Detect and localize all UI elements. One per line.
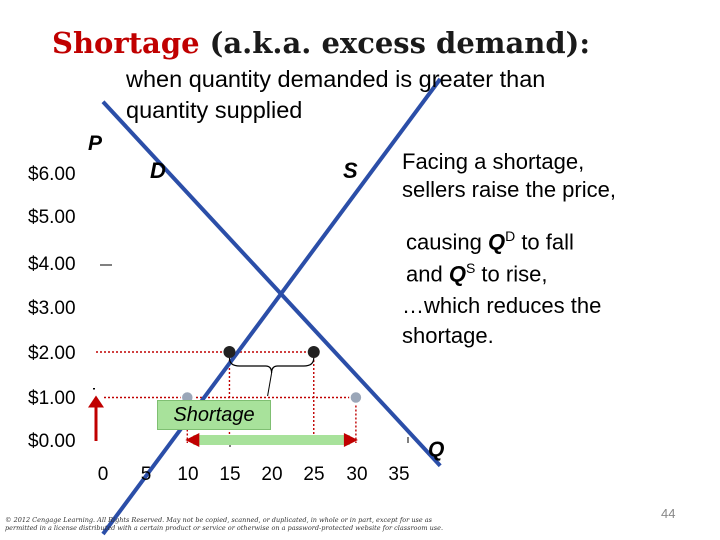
supply-curve [101,77,442,536]
note-price-rise-2: sellers raise the price, [402,177,616,202]
price-tick-label: $2.00 [28,343,76,364]
title-highlight: Shortage [52,26,200,60]
price-tick-label: $1.00 [28,388,76,409]
price-tick-label: $4.00 [28,254,76,275]
qty-tick-label: 35 [388,464,410,485]
shortage-arrow-left [185,433,200,447]
qty-tick-label: 5 [140,464,152,485]
page-title: Shortage (a.k.a. excess demand): [52,26,590,60]
note-quantity-change-1: causing QD to fall [406,228,574,255]
note-price-rise-1: Facing a shortage, [402,149,585,174]
shortage-brace [228,357,315,374]
demand-curve [101,100,442,468]
price-arrow-head [88,395,104,408]
price-tick-label: $3.00 [28,298,76,319]
curve-point [223,346,236,358]
price-tick-label: $6.00 [28,164,76,185]
y-axis-label: P [88,132,103,155]
slide-number: 44 [661,506,676,521]
shortage-arrow-right [343,433,358,447]
qty-tick-label: 15 [219,464,241,485]
copyright-notice: © 2012 Cengage Learning. All Rights Rese… [5,516,444,532]
subtitle-line-2: quantity supplied [126,97,303,123]
qty-tick-label: 25 [303,464,325,485]
brace-pointer [267,372,273,397]
qty-tick-label: 30 [346,464,368,485]
shortage-label: Shortage [157,400,271,430]
qty-tick-label: 10 [177,464,199,485]
supply-curve-label: S [343,158,358,183]
note-reduces-shortage-2: shortage. [402,323,494,348]
subtitle-line-1: when quantity demanded is greater than [126,66,546,92]
note-quantity-change-2: and QS to rise, [406,260,548,287]
title-rest: (a.k.a. excess demand): [199,26,591,60]
curve-point [349,390,363,405]
demand-curve-label: D [150,158,166,183]
x-axis-label: Q [428,438,445,461]
price-tick-label: $5.00 [28,207,76,228]
note-reduces-shortage-1: …which reduces the [402,293,602,318]
qty-tick-label: 0 [97,464,109,485]
curve-point [307,346,320,358]
qty-tick-label: 20 [261,464,283,485]
price-tick-label: $0.00 [28,431,76,452]
